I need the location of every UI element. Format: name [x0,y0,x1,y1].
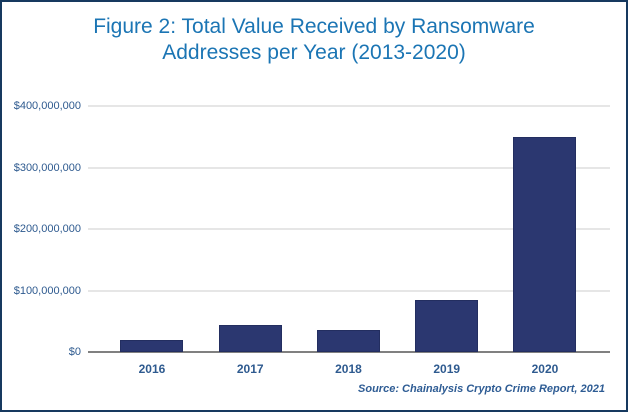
y-axis-tick-label: $300,000,000 [13,161,81,174]
gridline [88,105,610,107]
y-axis-tick-label: $400,000,000 [13,100,81,112]
gridline [88,289,610,292]
y-axis-tick-label: $200,000,000 [13,223,81,235]
y-axis-tick-label: $100,000,000 [13,284,81,297]
chart-title: Figure 2: Total Value Received by Ransom… [2,14,626,66]
gridline [88,166,610,169]
x-axis-line [88,351,610,353]
chart-title-line-2: Addresses per Year (2013-2020) [162,41,466,64]
chart-title-line-1: Figure 2: Total Value Received by Ransom… [93,15,535,38]
gridline [88,228,610,230]
bar-2019 [415,299,479,352]
x-axis-tick-label: 2016 [138,362,166,376]
source-caption: Source: Chainalysis Crypto Crime Report,… [358,383,605,395]
x-axis-tick-label: 2017 [236,362,264,376]
x-axis-tick-label: 2018 [335,362,362,376]
x-axis-tick-label: 2019 [433,362,461,376]
bar-2016 [120,339,184,352]
bar-2020 [513,136,577,352]
y-axis-tick-label: $0 [68,346,81,358]
x-axis-tick-label: 2020 [531,362,559,376]
bar-2017 [218,324,282,352]
bar-2018 [316,330,380,352]
